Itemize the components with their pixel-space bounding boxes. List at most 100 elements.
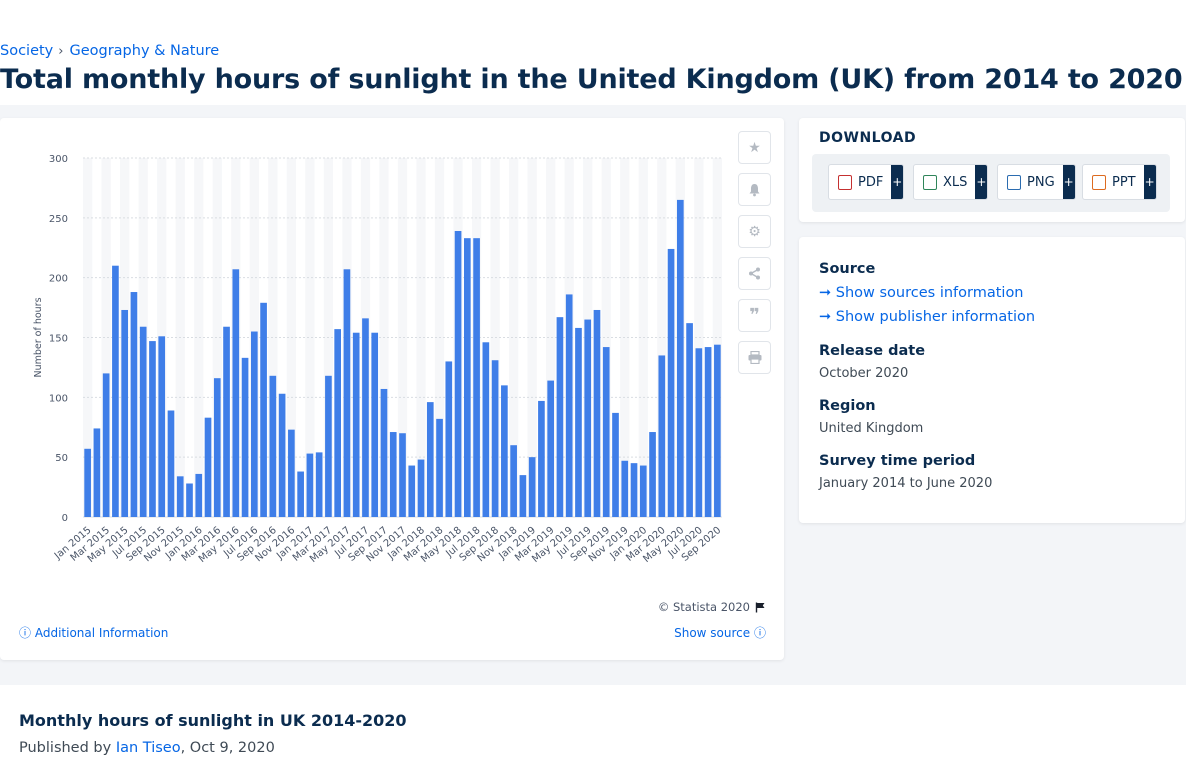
bar: [639, 465, 647, 517]
png-label: PNG: [1027, 174, 1055, 190]
background-column: [509, 158, 519, 517]
bar: [621, 460, 629, 517]
bar: [482, 342, 490, 517]
bell-icon: [749, 183, 760, 196]
additional-information-label: Additional Information: [34, 626, 169, 640]
bar: [334, 329, 342, 517]
bar: [491, 360, 499, 517]
bar: [288, 429, 295, 517]
bar: [602, 347, 610, 517]
bar: [714, 344, 721, 517]
bar: [371, 332, 379, 517]
bar: [676, 199, 684, 517]
bar: [695, 348, 703, 517]
download-pdf-button[interactable]: PDF +: [828, 164, 905, 200]
plus-icon: +: [1143, 165, 1156, 199]
bar: [232, 269, 240, 517]
ppt-file-icon: [1092, 174, 1106, 190]
chevron-right-icon: ›: [58, 43, 64, 59]
background-column: [416, 158, 426, 517]
breadcrumb-geography[interactable]: Geography & Nature: [69, 43, 220, 59]
breadcrumb-society[interactable]: Society: [0, 43, 54, 59]
show-publisher-label: Show publisher information: [835, 309, 1036, 325]
show-sources-link[interactable]: ➞ Show sources information: [819, 285, 1024, 301]
favorite-button[interactable]: ★: [738, 131, 771, 164]
pdf-label: PDF: [858, 174, 884, 190]
bar: [241, 357, 249, 517]
bar: [556, 317, 564, 517]
info-card: Source ➞ Show sources information ➞ Show…: [799, 237, 1185, 523]
bar: [362, 318, 369, 517]
bar: [473, 238, 480, 517]
bar: [519, 475, 527, 517]
info-circle-icon: ⓘ: [19, 626, 32, 640]
bar: [686, 323, 693, 517]
cite-button[interactable]: ❞: [738, 299, 771, 332]
copyright: © Statista 2020: [658, 600, 766, 614]
bar: [195, 473, 203, 517]
chart-toolbar: ★ ⚙ ❞: [738, 131, 771, 383]
bar: [575, 327, 582, 517]
y-tick-label: 100: [49, 393, 68, 404]
background-column: [397, 158, 408, 517]
share-button[interactable]: [738, 257, 771, 290]
article-title: Monthly hours of sunlight in UK 2014-202…: [19, 711, 407, 730]
additional-information-link[interactable]: ⓘ Additional Information: [19, 624, 168, 641]
flag-icon[interactable]: [755, 602, 766, 613]
show-publisher-link[interactable]: ➞ Show publisher information: [819, 309, 1035, 325]
arrow-right-icon: ➞: [819, 309, 832, 325]
plus-icon: +: [975, 165, 988, 199]
bar: [658, 355, 666, 517]
bar: [501, 385, 508, 517]
bar: [565, 294, 573, 517]
y-axis-label: Number of hours: [33, 297, 44, 377]
download-xls-button[interactable]: XLS +: [913, 164, 989, 200]
settings-button[interactable]: ⚙: [738, 215, 771, 248]
survey-period-heading: Survey time period: [819, 453, 976, 469]
author-link[interactable]: Ian Tiseo: [115, 740, 181, 756]
show-sources-label: Show sources information: [835, 285, 1024, 301]
print-button[interactable]: [738, 341, 771, 374]
download-png-button[interactable]: PNG +: [997, 164, 1076, 200]
bar: [176, 476, 184, 517]
ppt-label: PPT: [1112, 174, 1136, 190]
bar: [463, 238, 471, 517]
bar: [510, 445, 517, 517]
background-column: [601, 158, 611, 517]
show-source-link[interactable]: Show source ⓘ: [674, 624, 766, 641]
region-value: United Kingdom: [819, 421, 924, 436]
notify-button[interactable]: [738, 173, 771, 206]
bar: [204, 417, 212, 517]
download-ppt-button[interactable]: PPT +: [1082, 164, 1157, 200]
quote-icon: ❞: [749, 305, 760, 326]
region-heading: Region: [819, 398, 876, 414]
bar: [315, 452, 323, 517]
show-source-label: Show source: [674, 626, 751, 640]
bar: [352, 332, 360, 517]
download-bar: PDF + XLS + PNG + PPT +: [812, 154, 1170, 212]
breadcrumb: Society › Geography & Nature: [0, 43, 219, 59]
download-card: DOWNLOAD PDF + XLS + PNG + PPT +: [799, 118, 1185, 222]
bar: [417, 459, 425, 517]
bar: [593, 309, 601, 517]
bar: [306, 453, 314, 517]
bar: [547, 380, 555, 517]
bar: [213, 378, 221, 517]
y-tick-label: 0: [62, 513, 68, 524]
bar: [278, 393, 286, 517]
bar: [167, 410, 175, 517]
bar: [223, 326, 230, 517]
bar: [121, 309, 129, 517]
bar: [325, 375, 332, 517]
background-column: [101, 158, 111, 517]
background-column: [712, 158, 722, 517]
y-tick-label: 300: [49, 154, 68, 165]
bar: [186, 483, 193, 517]
bar: [584, 319, 592, 517]
release-date-heading: Release date: [819, 343, 926, 359]
release-date-value: October 2020: [819, 366, 909, 381]
bar: [269, 375, 277, 517]
published-prefix: Published by: [19, 740, 116, 756]
copyright-text: © Statista 2020: [657, 600, 750, 614]
